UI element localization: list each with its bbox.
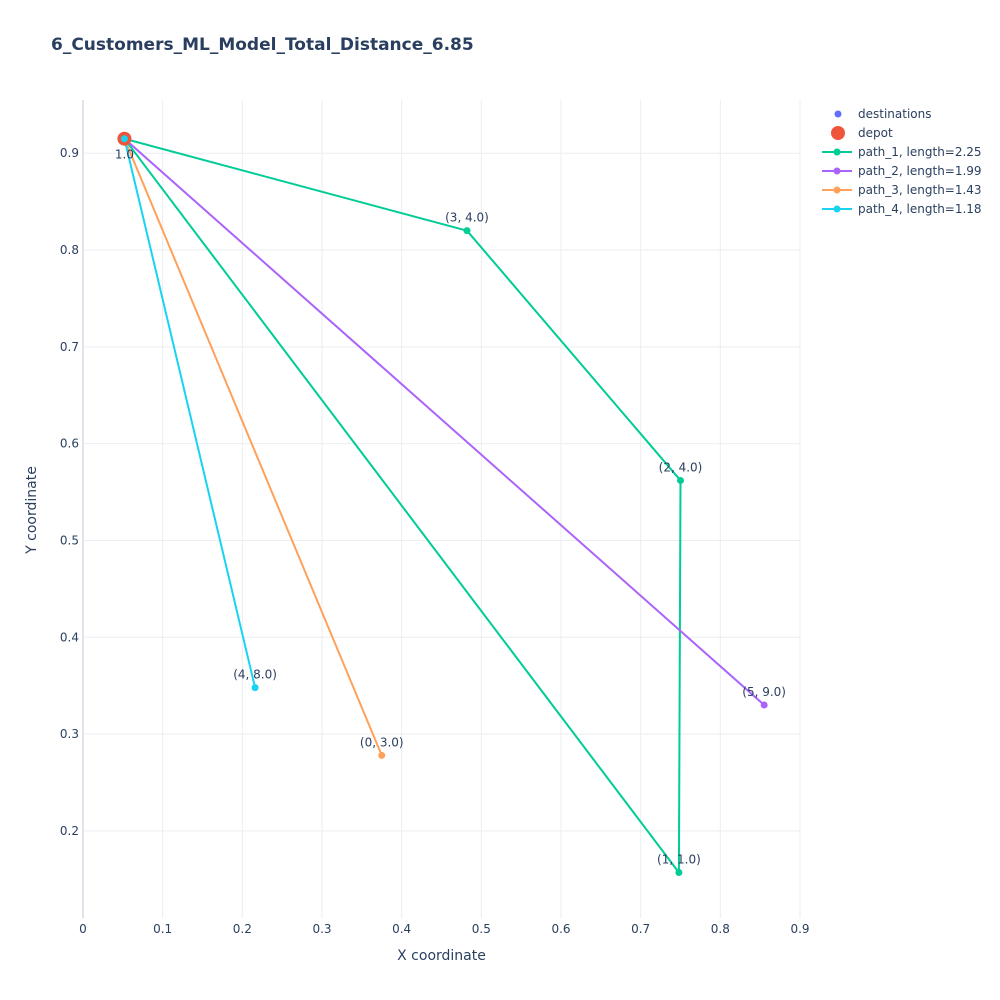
legend-depot-label: depot — [858, 126, 893, 140]
y-tick-label: 0.2 — [60, 824, 79, 838]
destination-label: (3, 4.0) — [445, 211, 489, 225]
y-tick-label: 0.9 — [60, 146, 79, 160]
y-axis-ticks: 0.2 0.3 0.4 0.5 0.6 0.7 0.8 0.9 — [60, 146, 79, 838]
legend-destinations-swatch — [834, 110, 842, 118]
legend: destinations depot path_1, length=2.25 path… — [822, 107, 982, 216]
path-2-marker — [760, 701, 768, 709]
x-tick-label: 0.5 — [472, 922, 491, 936]
destination-label: (2, 4.0) — [659, 460, 703, 474]
legend-path-4-marker — [833, 205, 841, 213]
legend-path-4-label: path_4, length=1.18 — [858, 202, 982, 216]
legend-path-2-label: path_2, length=1.99 — [858, 164, 982, 178]
x-tick-label: 0.3 — [312, 922, 331, 936]
y-tick-label: 0.8 — [60, 243, 79, 257]
point-layer — [117, 131, 132, 146]
legend-path-3-marker — [833, 186, 841, 194]
x-tick-label: 0 — [79, 922, 87, 936]
depot-path-marker — [120, 135, 128, 143]
path-1-marker — [675, 869, 683, 877]
label-layer: (3, 4.0) (2, 4.0) (1, 1.0) (5, 9.0) (0, 3.0)… — [115, 148, 786, 867]
y-tick-label: 0.6 — [60, 437, 79, 451]
chart-title: 6_Customers_ML_Model_Total_Distance_6.85 — [51, 35, 474, 55]
x-tick-label: 0.6 — [551, 922, 570, 936]
y-tick-label: 0.7 — [60, 340, 79, 354]
x-tick-label: 0.8 — [711, 922, 730, 936]
legend-destinations-label: destinations — [858, 107, 932, 121]
legend-path-1-marker — [833, 148, 841, 156]
x-tick-label: 0.1 — [153, 922, 172, 936]
destination-label: (1, 1.0) — [657, 853, 701, 867]
x-axis-ticks: 0 0.1 0.2 0.3 0.4 0.5 0.6 0.7 0.8 0.9 — [79, 922, 809, 936]
x-tick-label: 0.9 — [790, 922, 809, 936]
y-tick-label: 0.5 — [60, 533, 79, 547]
path-1-marker — [677, 476, 684, 484]
path-layer — [120, 135, 768, 877]
path-4-marker — [251, 684, 259, 692]
destination-label: (0, 3.0) — [360, 735, 404, 749]
legend-depot-swatch — [831, 126, 845, 140]
destination-label: (4, 8.0) — [233, 668, 277, 682]
y-tick-label: 0.4 — [60, 630, 79, 644]
legend-path-2-marker — [833, 167, 841, 175]
path-3-marker — [378, 751, 386, 759]
x-axis-title: X coordinate — [397, 948, 486, 964]
x-tick-label: 0.7 — [631, 922, 650, 936]
x-tick-label: 0.2 — [233, 922, 252, 936]
x-tick-label: 0.4 — [392, 922, 411, 936]
y-tick-label: 0.3 — [60, 727, 79, 741]
legend-path-3-label: path_3, length=1.43 — [858, 183, 982, 197]
destination-label: (5, 9.0) — [742, 685, 786, 699]
path-1-marker — [463, 227, 471, 235]
depot-label: 1.0 — [115, 148, 134, 162]
legend-path-1-label: path_1, length=2.25 — [858, 145, 982, 159]
y-axis-title: Y coordinate — [24, 466, 40, 555]
